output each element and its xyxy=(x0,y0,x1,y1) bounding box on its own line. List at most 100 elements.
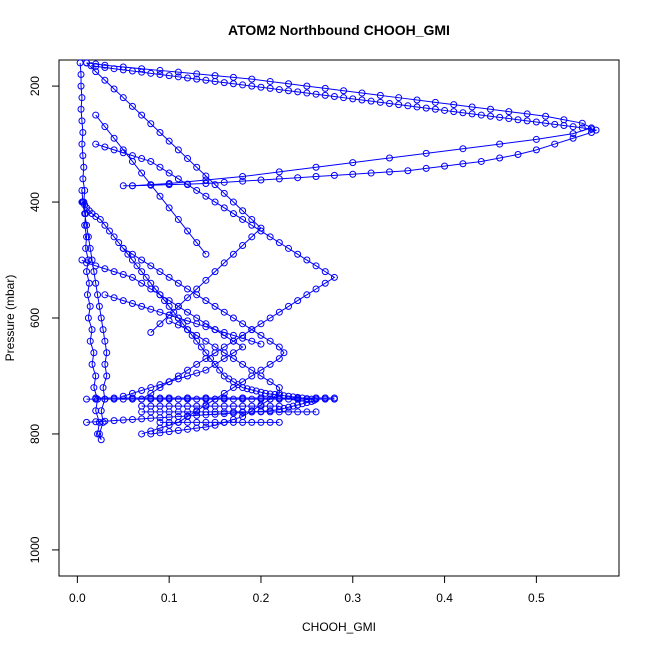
data-point xyxy=(156,429,164,437)
data-point xyxy=(312,163,320,171)
data-point xyxy=(211,302,219,310)
data-point xyxy=(83,395,91,403)
data-point xyxy=(505,115,513,123)
data-point xyxy=(239,395,247,403)
data-point xyxy=(523,110,531,118)
data-point xyxy=(422,149,430,157)
data-point xyxy=(303,89,311,97)
data-point xyxy=(587,128,595,136)
data-point xyxy=(312,285,320,293)
data-point xyxy=(248,215,256,223)
series-line-13 xyxy=(81,259,244,397)
data-point xyxy=(321,279,329,287)
data-point xyxy=(77,70,85,78)
data-point xyxy=(84,233,92,241)
data-point xyxy=(174,375,182,383)
data-point xyxy=(523,117,531,125)
data-point xyxy=(220,178,228,186)
data-point xyxy=(294,297,302,305)
data-point xyxy=(110,233,118,241)
data-point xyxy=(367,169,375,177)
data-point xyxy=(138,395,146,403)
data-point xyxy=(569,130,577,138)
data-point xyxy=(78,140,86,148)
data-point xyxy=(156,381,164,389)
data-point xyxy=(88,256,96,264)
data-point xyxy=(542,119,550,127)
data-point xyxy=(119,244,127,252)
data-point xyxy=(110,395,118,403)
data-point xyxy=(119,182,127,190)
data-point xyxy=(165,297,173,305)
data-point xyxy=(128,250,136,258)
data-point xyxy=(147,427,155,435)
data-point xyxy=(138,111,146,119)
data-point xyxy=(86,337,94,345)
data-point xyxy=(156,268,164,276)
data-point xyxy=(101,61,109,69)
data-point xyxy=(257,418,265,426)
data-point xyxy=(413,103,421,111)
data-point xyxy=(202,250,210,258)
data-point xyxy=(128,300,136,308)
data-point xyxy=(468,103,476,111)
data-point xyxy=(174,73,182,81)
data-point xyxy=(248,418,256,426)
data-point xyxy=(266,390,274,398)
data-point xyxy=(441,162,449,170)
data-point xyxy=(147,408,155,416)
data-point xyxy=(138,256,146,264)
data-point xyxy=(79,128,87,136)
data-point xyxy=(220,259,228,267)
data-point xyxy=(156,291,164,299)
data-point xyxy=(496,140,504,148)
data-point xyxy=(138,302,146,310)
data-point xyxy=(92,60,100,68)
data-point xyxy=(193,285,201,293)
data-point xyxy=(103,349,111,357)
data-point xyxy=(202,355,210,363)
data-point xyxy=(119,392,127,400)
data-point xyxy=(97,407,105,415)
data-point xyxy=(477,157,485,165)
data-point xyxy=(80,163,88,171)
data-point xyxy=(202,337,210,345)
data-point xyxy=(220,418,228,426)
data-point xyxy=(128,102,136,110)
data-point xyxy=(514,151,522,159)
data-point xyxy=(211,395,219,403)
data-point xyxy=(92,62,100,70)
data-point xyxy=(450,108,458,116)
series-line-15 xyxy=(95,114,207,255)
data-point xyxy=(431,105,439,113)
data-point xyxy=(266,84,274,92)
data-point xyxy=(193,369,201,377)
data-point xyxy=(248,75,256,83)
data-point xyxy=(138,430,146,438)
data-point xyxy=(193,163,201,171)
data-point xyxy=(229,210,237,218)
data-point xyxy=(202,323,210,331)
data-point xyxy=(321,268,329,276)
data-point xyxy=(298,400,306,408)
data-point xyxy=(138,386,146,394)
data-point xyxy=(138,65,146,73)
data-point xyxy=(220,343,228,351)
data-point xyxy=(184,418,192,426)
data-point xyxy=(266,233,274,241)
data-point xyxy=(211,418,219,426)
data-point xyxy=(174,418,182,426)
data-point xyxy=(138,279,146,287)
data-point xyxy=(569,123,577,131)
x-tick-label: 0.4 xyxy=(436,591,453,605)
data-point xyxy=(312,173,320,181)
data-point xyxy=(587,124,595,132)
data-point xyxy=(486,105,494,113)
data-point xyxy=(101,64,109,72)
data-point xyxy=(262,389,270,397)
data-point xyxy=(147,181,155,189)
data-point xyxy=(174,395,182,403)
data-point xyxy=(459,160,467,168)
data-point xyxy=(294,250,302,258)
